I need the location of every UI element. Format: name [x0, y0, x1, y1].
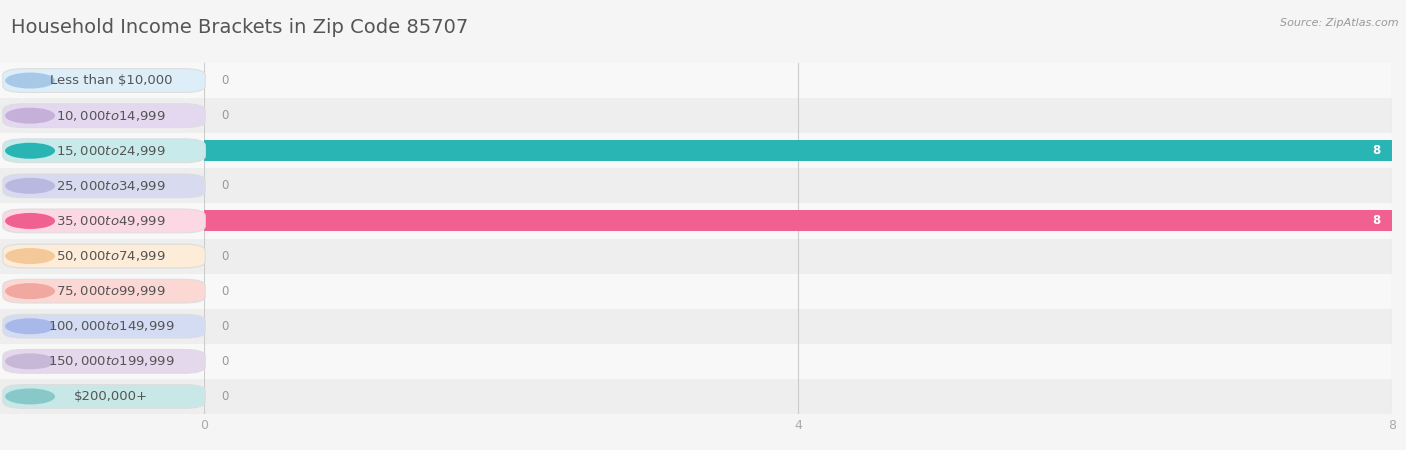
Text: $50,000 to $74,999: $50,000 to $74,999 [56, 249, 166, 263]
Text: 0: 0 [222, 390, 229, 403]
Bar [204, 168, 1392, 203]
Bar [204, 140, 1392, 161]
Text: 8: 8 [1372, 215, 1381, 227]
Bar [204, 274, 1392, 309]
Text: 0: 0 [222, 285, 229, 297]
Text: 0: 0 [222, 109, 229, 122]
Text: 0: 0 [222, 74, 229, 87]
Text: Source: ZipAtlas.com: Source: ZipAtlas.com [1281, 18, 1399, 28]
Text: 0: 0 [222, 320, 229, 333]
Text: $15,000 to $24,999: $15,000 to $24,999 [56, 144, 166, 158]
Bar [204, 344, 1392, 379]
Bar [204, 379, 1392, 414]
Text: Less than $10,000: Less than $10,000 [49, 74, 173, 87]
Text: $150,000 to $199,999: $150,000 to $199,999 [48, 354, 174, 369]
Text: 0: 0 [222, 250, 229, 262]
Text: 8: 8 [1372, 144, 1381, 157]
Bar [204, 203, 1392, 238]
Text: $35,000 to $49,999: $35,000 to $49,999 [56, 214, 166, 228]
Text: $75,000 to $99,999: $75,000 to $99,999 [56, 284, 166, 298]
Text: $200,000+: $200,000+ [75, 390, 148, 403]
Bar [204, 98, 1392, 133]
Bar [204, 63, 1392, 98]
Text: Household Income Brackets in Zip Code 85707: Household Income Brackets in Zip Code 85… [11, 18, 468, 37]
Bar [204, 133, 1392, 168]
Text: $100,000 to $149,999: $100,000 to $149,999 [48, 319, 174, 333]
Bar [204, 309, 1392, 344]
Bar [204, 238, 1392, 274]
Text: $25,000 to $34,999: $25,000 to $34,999 [56, 179, 166, 193]
Text: 0: 0 [222, 355, 229, 368]
Bar [204, 211, 1392, 231]
Text: $10,000 to $14,999: $10,000 to $14,999 [56, 108, 166, 123]
Text: 0: 0 [222, 180, 229, 192]
